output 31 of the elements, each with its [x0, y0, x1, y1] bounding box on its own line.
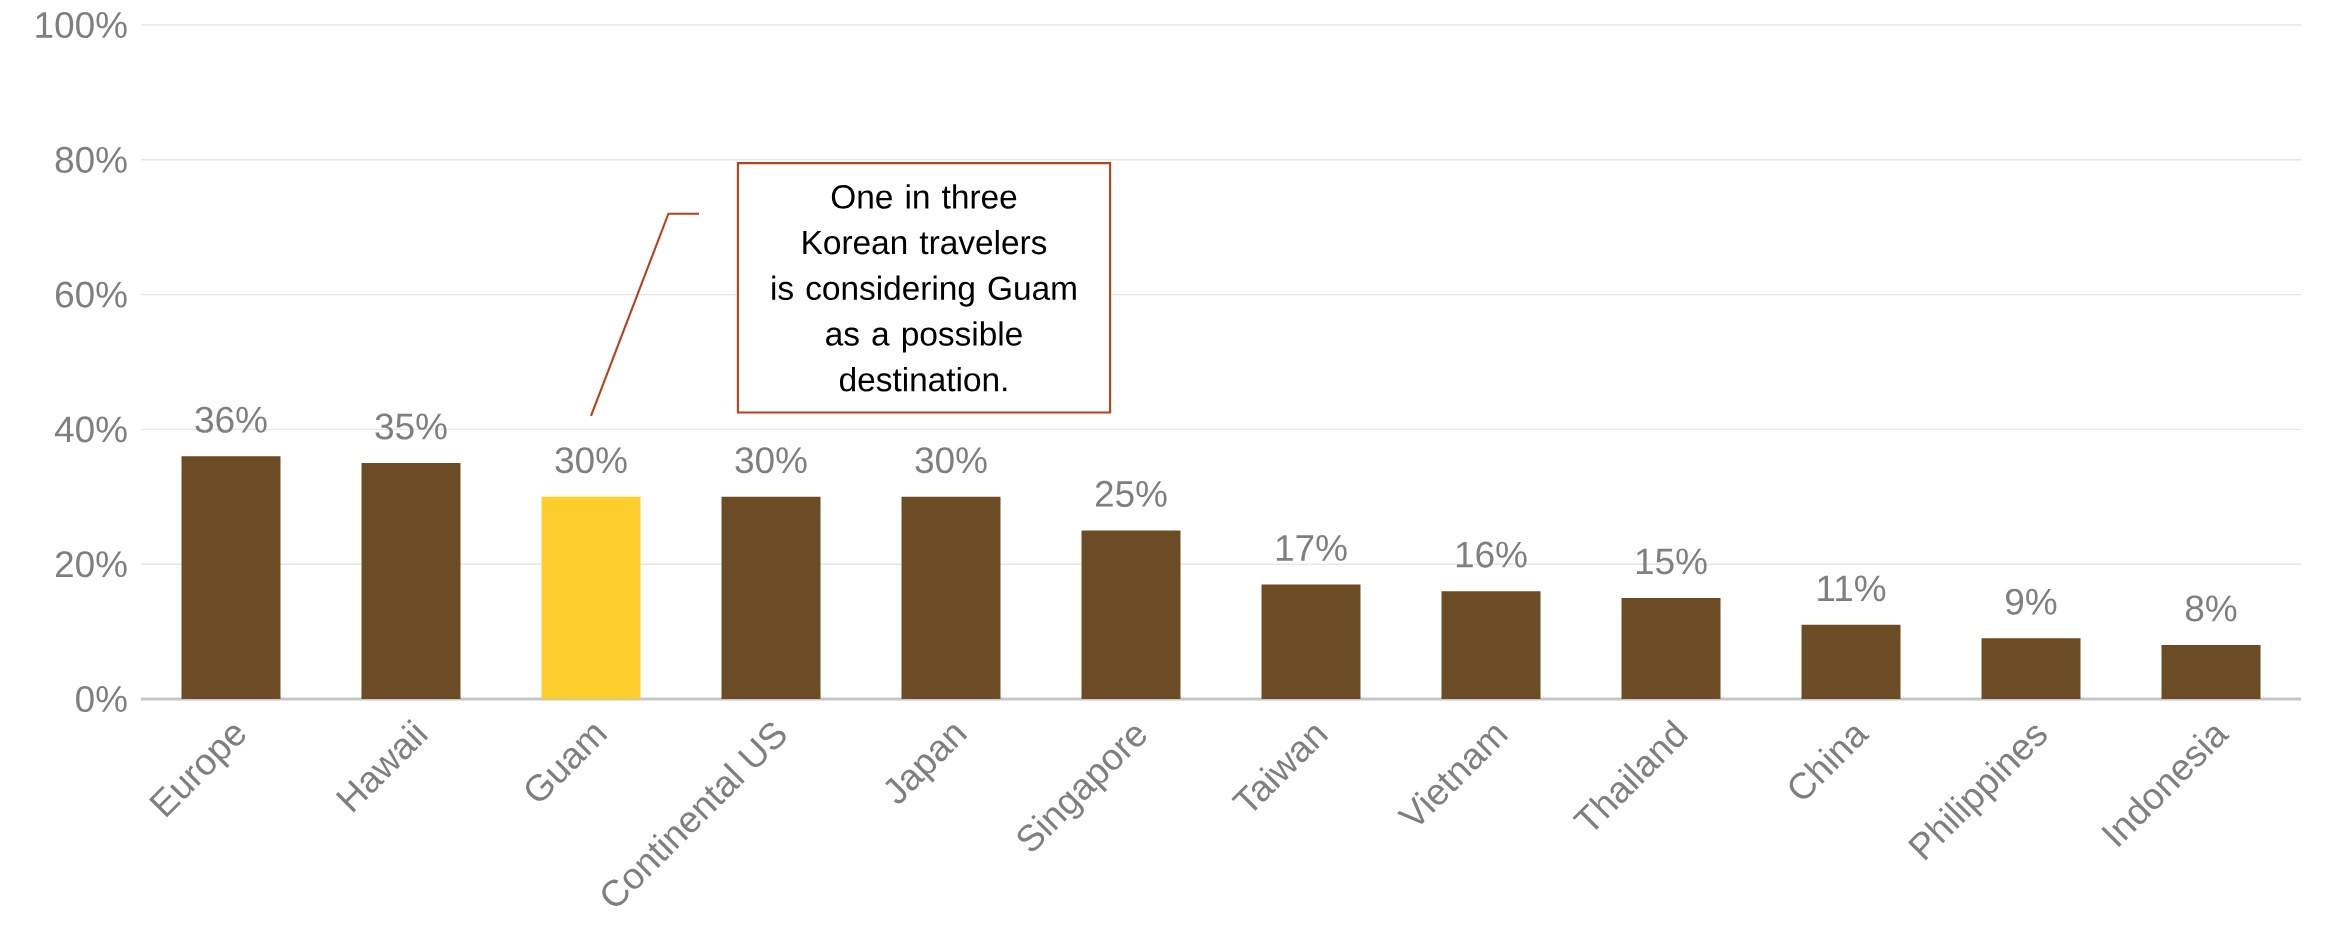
y-tick-label: 60% — [56, 281, 127, 308]
data-label: 9% — [2006, 588, 2057, 615]
bar — [361, 463, 461, 699]
bar — [901, 496, 1001, 699]
data-label: 15% — [1636, 548, 1707, 575]
bar — [1981, 638, 2081, 699]
y-tick-label: 80% — [55, 146, 127, 173]
data-label: 36% — [195, 406, 267, 433]
data-label: 35% — [375, 413, 447, 440]
data-label: 30% — [915, 447, 987, 474]
data-label: 16% — [1456, 541, 1527, 568]
annotation: One in three Korean travelers is considering Guam as a possible destination. — [772, 184, 1076, 392]
data-label: 8% — [2185, 595, 2237, 622]
bar — [1441, 591, 1541, 699]
bar — [721, 496, 821, 699]
data-label: 17% — [1276, 535, 1347, 561]
y-tick-label: 40% — [54, 416, 127, 443]
y-tick-label: 20% — [56, 551, 127, 578]
data-label: 30% — [735, 447, 807, 474]
bar — [1261, 584, 1361, 699]
bar — [1081, 530, 1181, 699]
bar — [181, 456, 281, 699]
data-label: 30% — [555, 447, 627, 474]
y-tick-label: 100% — [36, 11, 127, 39]
bar — [541, 496, 641, 699]
bar — [1621, 597, 1721, 699]
data-label: 25% — [1095, 480, 1167, 507]
bar — [2161, 645, 2261, 699]
data-label: 11% — [1818, 575, 1886, 602]
bar — [1801, 624, 1901, 699]
y-tick-label: 0% — [76, 685, 127, 713]
